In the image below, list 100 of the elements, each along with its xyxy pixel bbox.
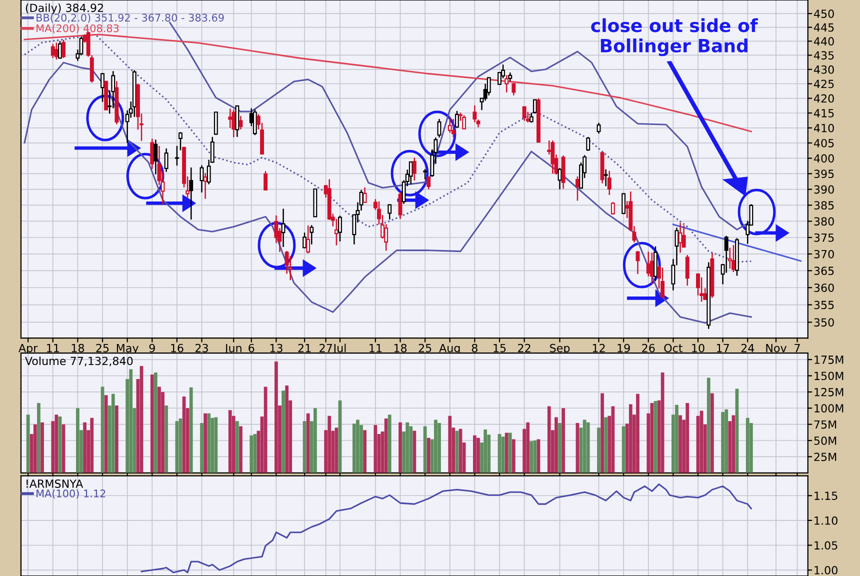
x-tick-label: 11 <box>47 344 59 352</box>
candlestick <box>54 42 58 60</box>
x-tick-label: 25 <box>418 344 432 352</box>
candlestick <box>558 167 562 190</box>
x-tick-label: 23 <box>196 344 208 352</box>
legend-label: BB(20,2.0) 351.92 - 367.80 - 383.69 <box>36 14 224 23</box>
bar <box>675 404 678 473</box>
y-tick-label: 1.00 <box>814 566 838 574</box>
x-tick-label: Apr <box>18 344 38 354</box>
candlestick <box>724 235 728 274</box>
y-tick-label: 25M <box>814 452 836 462</box>
bar <box>710 393 714 473</box>
bar <box>724 409 728 473</box>
y-tick-label: 445 <box>814 23 834 32</box>
bar <box>352 424 356 473</box>
candlestick <box>423 168 428 180</box>
annotation: close out side of Bollinger Band <box>591 18 758 56</box>
candlestick <box>252 108 257 136</box>
bar <box>228 410 232 473</box>
candlestick <box>426 176 431 190</box>
x-tick-label: 26 <box>642 344 655 352</box>
bar <box>721 412 724 473</box>
candlestick <box>281 208 286 248</box>
bar <box>526 422 530 473</box>
candlestick <box>451 118 456 138</box>
bar <box>398 422 402 473</box>
y-tick-label: 350 <box>814 318 834 327</box>
y-tick-label: 435 <box>814 51 834 60</box>
bar <box>236 421 239 473</box>
bar <box>150 374 154 473</box>
y-tick-label: 430 <box>814 65 834 74</box>
x-tick-label: 6 <box>248 344 254 352</box>
bar <box>356 420 360 473</box>
candlestick <box>174 145 179 166</box>
candlestick <box>50 43 55 59</box>
bar <box>504 432 508 473</box>
candlestick <box>678 222 682 254</box>
candlestick <box>607 170 612 196</box>
candlestick <box>256 114 260 130</box>
bar <box>604 417 608 473</box>
y-tick-label: 395 <box>814 170 834 178</box>
x-tick-label: 11 <box>370 344 382 352</box>
candlestick <box>610 201 615 216</box>
y-tick-label: 380 <box>814 217 834 226</box>
x-tick-label: Oct <box>664 344 683 352</box>
x-tick-label: 15 <box>494 344 506 352</box>
line-series <box>24 34 752 132</box>
legend-label: MA(100) 1.12 <box>36 489 106 499</box>
line-series <box>24 34 752 263</box>
candlestick <box>576 176 580 202</box>
bar <box>285 385 289 473</box>
bar <box>554 417 558 473</box>
candlestick <box>522 106 526 122</box>
legend-label: MA(200) 408.83 <box>36 24 119 34</box>
y-tick-label: 355 <box>814 300 834 310</box>
bar <box>678 415 682 473</box>
bar <box>388 414 392 473</box>
candlestick <box>472 104 477 123</box>
x-tick-label: 19 <box>618 344 630 352</box>
bar <box>586 422 590 473</box>
candlestick <box>154 139 158 175</box>
y-tick-label: 375 <box>814 233 834 242</box>
y-tick-label: 365 <box>814 266 834 276</box>
y-tick-label: 415 <box>814 109 834 118</box>
bar <box>597 428 600 473</box>
candlestick <box>731 244 736 273</box>
bar <box>76 408 80 473</box>
candlestick <box>408 161 413 185</box>
bar <box>200 423 204 473</box>
bar <box>562 408 565 473</box>
candlestick <box>288 255 292 281</box>
candlestick <box>700 276 704 302</box>
x-tick-label: 9 <box>149 344 155 352</box>
candlestick <box>214 111 218 136</box>
bar <box>164 406 168 473</box>
bar <box>274 362 278 473</box>
y-tick-label: 1.10 <box>814 516 838 525</box>
bar <box>423 426 427 473</box>
x-tick-label: Nov <box>766 344 786 352</box>
y-tick-label: 1.05 <box>814 541 838 550</box>
y-tick-label: 400 <box>814 154 834 163</box>
candlestick <box>178 131 182 151</box>
chart-title: Volume 77,132,840 <box>25 356 133 366</box>
bar <box>558 423 562 473</box>
bar <box>686 402 690 473</box>
bar <box>426 438 430 473</box>
bar <box>476 438 480 473</box>
y-tick-label: 100M <box>814 404 844 413</box>
bar <box>384 418 388 473</box>
chart-title: (Daily) 384.92 <box>26 3 103 14</box>
y-tick-label: 405 <box>814 138 834 148</box>
bar <box>706 378 710 473</box>
bar <box>111 394 115 473</box>
bar <box>438 423 441 473</box>
y-tick-label: 410 <box>814 124 834 132</box>
bar <box>434 420 438 473</box>
x-tick-label: 7 <box>794 344 800 352</box>
candlestick <box>200 164 204 194</box>
bar <box>129 369 133 473</box>
bar <box>530 441 534 473</box>
